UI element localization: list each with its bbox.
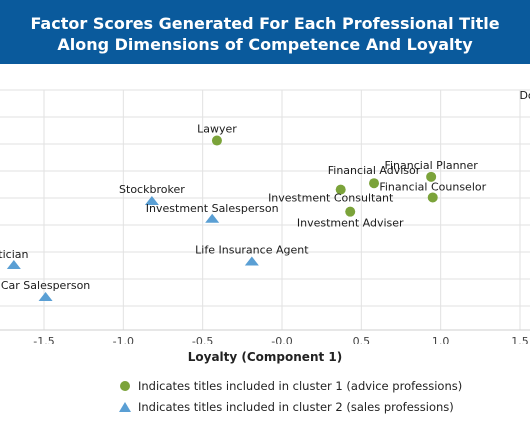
data-point-triangle [6, 260, 21, 269]
x-axis-label: Loyalty (Component 1) [187, 350, 343, 364]
point-label: Lawyer [197, 123, 237, 136]
triangle-marker-icon [119, 402, 131, 412]
legend-item-cluster2: Indicates titles included in cluster 2 (… [118, 398, 462, 416]
circle-marker-icon [120, 381, 130, 391]
chart-title-banner: Factor Scores Generated For Each Profess… [0, 0, 530, 64]
data-point-triangle [38, 292, 53, 301]
legend-label-cluster2: Indicates titles included in cluster 2 (… [138, 400, 454, 414]
data-point-circle [427, 192, 438, 203]
data-point-triangle [244, 256, 259, 266]
x-tick-label: -1.0 [113, 335, 134, 344]
point-label: Politician [0, 248, 29, 261]
legend-label-cluster1: Indicates titles included in cluster 1 (… [138, 379, 463, 393]
data-point-triangle [144, 196, 159, 205]
point-label: Doctor [519, 89, 530, 102]
point-label: Stockbroker [119, 183, 185, 196]
x-tick-label: 1.5 [511, 335, 529, 344]
data-point-triangle [205, 213, 220, 223]
x-tick-label: 0.5 [353, 335, 371, 344]
legend: Indicates titles included in cluster 1 (… [118, 377, 462, 419]
data-point-circle [426, 171, 437, 182]
point-label: Financial Planner [384, 159, 478, 172]
point-label: Financial Counselor [379, 180, 486, 193]
point-label: Investment Salesperson [146, 202, 279, 215]
data-point-circle [369, 178, 380, 189]
chart-title-line-1: Factor Scores Generated For Each Profess… [30, 14, 500, 33]
x-tick-label: -0.0 [271, 335, 292, 344]
point-label: Financial Advisor [328, 164, 421, 177]
point-label: Life Insurance Agent [195, 243, 309, 256]
point-label: Investment Consultant [268, 192, 394, 205]
data-point-circle [345, 206, 356, 217]
x-tick-label: -1.5 [33, 335, 54, 344]
x-tick-label: -0.5 [192, 335, 213, 344]
data-point-circle [211, 135, 222, 146]
x-tick-label: 1.0 [432, 335, 450, 344]
data-point-circle [335, 184, 346, 195]
point-label: Investment Adviser [297, 217, 404, 230]
scatter-plot: -1.5 -1.0 -0.5 -0.0 0.5 1.0 1.5 Doctor Lawyer Fin… [0, 89, 530, 344]
legend-item-cluster1: Indicates titles included in cluster 1 (… [118, 377, 462, 395]
point-label: Car Salesperson [1, 279, 90, 292]
chart-title-line-2: Along Dimensions of Competence And Loyal… [57, 35, 473, 54]
